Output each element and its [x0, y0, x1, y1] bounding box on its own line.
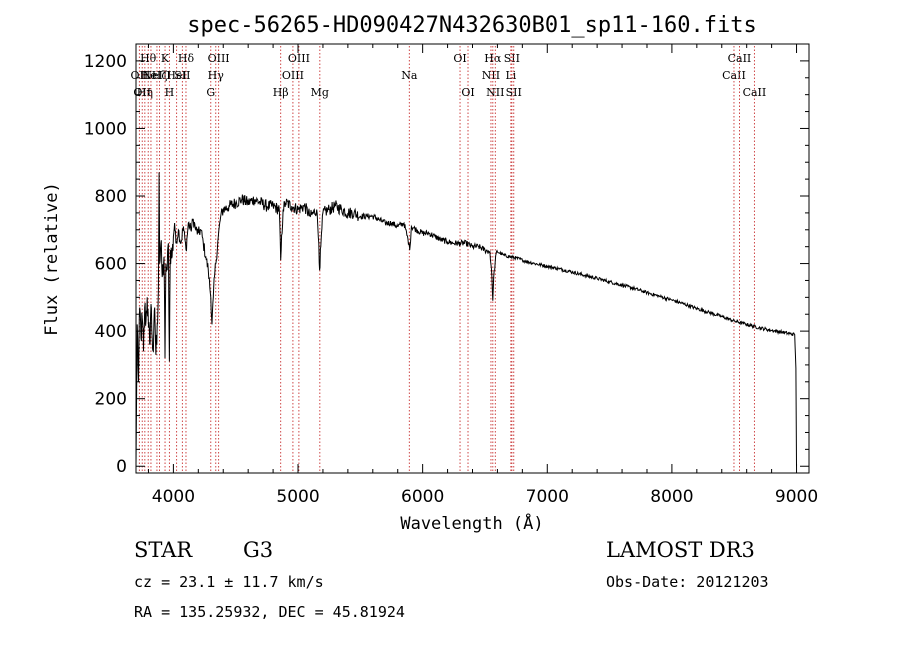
line-marker-label: H	[165, 86, 175, 99]
line-marker-label: OI	[453, 52, 466, 65]
line-marker-label: Hθ	[140, 52, 157, 65]
line-marker-label: Li	[505, 69, 516, 82]
line-marker-label: SII	[174, 69, 190, 82]
line-marker-label: Hγ	[208, 69, 225, 82]
line-marker-label: SII	[504, 52, 520, 65]
x-tick-label: 8000	[650, 487, 693, 507]
spectrum-line	[135, 172, 797, 467]
y-tick-label: 0	[116, 457, 127, 477]
line-markers: OIIOIIHηHθHeINeIIIHζKHHeISIIHδGHγOIIIHβO…	[131, 46, 767, 473]
x-tick-label: 7000	[526, 487, 569, 507]
line-marker-label: G	[206, 86, 215, 99]
obs-date-text: Obs-Date: 20121203	[606, 573, 769, 591]
line-marker-label: OIII	[208, 52, 230, 65]
plot-frame	[135, 43, 810, 474]
redshift-text: cz = 23.1 ± 11.7 km/s	[134, 573, 324, 591]
line-marker-label: K	[161, 52, 170, 65]
line-marker-label: CaII	[722, 69, 746, 82]
y-tick-label: 200	[95, 390, 127, 410]
line-marker-label: Hα	[484, 52, 502, 65]
line-marker-label: NII	[482, 69, 500, 82]
x-tick-label: 5000	[276, 487, 319, 507]
line-marker-label: CaII	[743, 86, 767, 99]
x-axis-label: Wavelength (Å)	[400, 512, 543, 534]
y-tick-label: 600	[95, 255, 127, 275]
line-marker-label: HeI	[141, 69, 161, 82]
line-marker-label: Hζ	[152, 69, 168, 82]
x-tick-label: 6000	[401, 487, 444, 507]
coordinates-text: RA = 135.25932, DEC = 45.81924	[134, 603, 405, 621]
line-marker-label: OIII	[288, 52, 310, 65]
line-marker-label: HeI	[166, 69, 186, 82]
line-marker-label: OII	[133, 86, 151, 99]
line-marker-label: OIII	[282, 69, 304, 82]
line-marker-label: Na	[401, 69, 418, 82]
x-tick-label: 9000	[775, 487, 818, 507]
line-marker-label: Mg	[311, 86, 329, 99]
chart-title: spec-56265-HD090427N432630B01_sp11-160.f…	[187, 13, 757, 38]
line-marker-label: SII	[506, 86, 522, 99]
y-tick-label: 1000	[84, 119, 127, 139]
y-tick-label: 800	[95, 187, 127, 207]
line-marker-label: Hη	[137, 86, 153, 99]
object-subclass: G3	[243, 538, 274, 562]
line-marker-label: NeIII	[142, 69, 171, 82]
line-marker-label: OII	[131, 69, 149, 82]
y-axis-label: Flux (relative)	[42, 182, 62, 336]
line-marker-label: CaII	[728, 52, 752, 65]
line-marker-label: Hδ	[178, 52, 195, 65]
line-marker-label: OI	[461, 86, 474, 99]
y-tick-label: 1200	[84, 52, 127, 72]
line-marker-label: NII	[486, 86, 504, 99]
line-marker-label: Hβ	[273, 86, 289, 99]
object-class: STAR	[134, 538, 193, 562]
x-tick-label: 4000	[152, 487, 195, 507]
y-tick-label: 400	[95, 322, 127, 342]
survey-name: LAMOST DR3	[606, 538, 755, 562]
axis-ticks: 4000 5000 6000 7000 8000 9000 0 200 400 600 800 100…	[84, 44, 818, 507]
